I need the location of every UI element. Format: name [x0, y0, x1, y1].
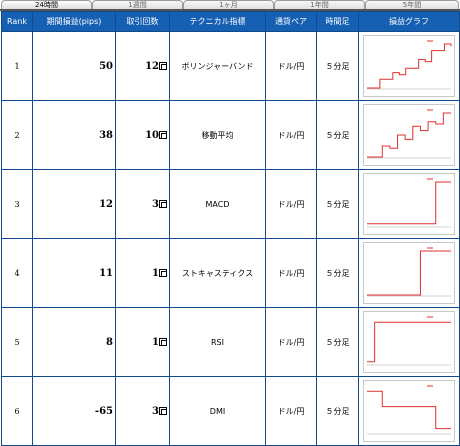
- timeframe-cell: ５分足: [316, 31, 359, 101]
- tab-underline: [0, 9, 460, 11]
- trades-cell: 10: [115, 100, 170, 170]
- trades-value: 1: [152, 336, 159, 348]
- profit-graph: [363, 242, 455, 304]
- profit-graph-cell[interactable]: [358, 31, 460, 101]
- table-row: 1 50 12 ボリンジャーバンド ドル/円 ５分足: [1, 31, 460, 101]
- trades-cell: 3: [115, 376, 170, 446]
- pair-cell: ドル/円: [265, 238, 317, 308]
- profit-graph: [363, 311, 455, 373]
- timeframe-cell: ５分足: [316, 100, 359, 170]
- pair-cell: ドル/円: [265, 307, 317, 377]
- count-unit-icon: [159, 199, 167, 208]
- profit-graph-cell[interactable]: [358, 169, 460, 239]
- indicator-cell[interactable]: RSI: [169, 307, 266, 377]
- rank-cell: 5: [1, 307, 33, 377]
- profit-graph: [363, 380, 455, 442]
- trades-value: 12: [145, 60, 159, 72]
- header-pips: 期間損益(pips): [32, 11, 116, 32]
- profit-graph-cell[interactable]: [358, 376, 460, 446]
- tab-1month[interactable]: 1ヶ月: [183, 0, 274, 10]
- pips-cell: 8: [32, 307, 116, 377]
- graph-frame: [363, 311, 455, 373]
- pips-cell: 50: [32, 31, 116, 101]
- rank-cell: 1: [1, 31, 33, 101]
- count-unit-icon: [159, 337, 167, 346]
- profit-graph-cell[interactable]: [358, 238, 460, 308]
- profit-graph: [363, 35, 455, 97]
- graph-frame: [363, 104, 455, 166]
- rank-cell: 2: [1, 100, 33, 170]
- tab-5years[interactable]: 5年間: [365, 0, 459, 10]
- indicator-cell[interactable]: MACD: [169, 169, 266, 239]
- pair-cell: ドル/円: [265, 31, 317, 101]
- timeframe-cell: ５分足: [316, 238, 359, 308]
- pips-cell: -65: [32, 376, 116, 446]
- graph-frame: [363, 173, 455, 235]
- indicator-cell[interactable]: DMI: [169, 376, 266, 446]
- pips-cell: 11: [32, 238, 116, 308]
- indicator-cell[interactable]: ストキャスティクス: [169, 238, 266, 308]
- tab-1week[interactable]: 1週間: [92, 0, 183, 10]
- pair-cell: ドル/円: [265, 376, 317, 446]
- profit-graph: [363, 104, 455, 166]
- count-unit-icon: [159, 61, 167, 70]
- graph-line: [367, 181, 451, 225]
- graph-frame: [363, 380, 455, 442]
- timeframe-cell: ５分足: [316, 169, 359, 239]
- header-indicator: テクニカル指標: [169, 11, 266, 32]
- count-unit-icon: [159, 406, 167, 415]
- graph-line: [367, 250, 451, 296]
- header-graph: 損益グラフ: [358, 11, 460, 32]
- trades-cell: 1: [115, 307, 170, 377]
- header-rank: Rank: [1, 11, 33, 32]
- profit-graph-cell[interactable]: [358, 100, 460, 170]
- trades-value: 3: [152, 405, 159, 417]
- tab-24h[interactable]: 24時間: [1, 0, 92, 10]
- trades-cell: 12: [115, 31, 170, 101]
- graph-line: [367, 321, 451, 363]
- table-row: 2 38 10 移動平均 ドル/円 ５分足: [1, 100, 460, 170]
- table-row: 3 12 3 MACD ドル/円 ５分足: [1, 169, 460, 239]
- period-tabs: 24時間 1週間 1ヶ月 1年間 5年間: [0, 0, 460, 11]
- trades-value: 3: [152, 198, 159, 210]
- header-pair: 通貨ペア: [265, 11, 317, 32]
- graph-frame: [363, 242, 455, 304]
- table-header-row: Rank 期間損益(pips) 取引回数 テクニカル指標 通貨ペア 時間足 損益…: [1, 11, 460, 32]
- pips-cell: 38: [32, 100, 116, 170]
- rank-cell: 3: [1, 169, 33, 239]
- profit-graph-cell[interactable]: [358, 307, 460, 377]
- ranking-table: Rank 期間損益(pips) 取引回数 テクニカル指標 通貨ペア 時間足 損益…: [1, 11, 460, 446]
- count-unit-icon: [159, 268, 167, 277]
- graph-line: [367, 43, 452, 89]
- rank-cell: 4: [1, 238, 33, 308]
- header-trades: 取引回数: [115, 11, 170, 32]
- trades-cell: 3: [115, 169, 170, 239]
- table-row: 6 -65 3 DMI ドル/円 ５分足: [1, 376, 460, 446]
- graph-line: [367, 112, 451, 158]
- indicator-cell[interactable]: 移動平均: [169, 100, 266, 170]
- indicator-cell[interactable]: ボリンジャーバンド: [169, 31, 266, 101]
- trades-value: 10: [145, 129, 159, 141]
- pair-cell: ドル/円: [265, 100, 317, 170]
- table-row: 5 8 1 RSI ドル/円 ５分足: [1, 307, 460, 377]
- profit-graph: [363, 173, 455, 235]
- timeframe-cell: ５分足: [316, 376, 359, 446]
- pips-cell: 12: [32, 169, 116, 239]
- graph-frame: [363, 35, 455, 97]
- timeframe-cell: ５分足: [316, 307, 359, 377]
- table-row: 4 11 1 ストキャスティクス ドル/円 ５分足: [1, 238, 460, 308]
- graph-line: [367, 390, 451, 430]
- tab-1year[interactable]: 1年間: [274, 0, 365, 10]
- header-timeframe: 時間足: [316, 11, 359, 32]
- rank-cell: 6: [1, 376, 33, 446]
- trades-cell: 1: [115, 238, 170, 308]
- trades-value: 1: [152, 267, 159, 279]
- count-unit-icon: [159, 130, 167, 139]
- pair-cell: ドル/円: [265, 169, 317, 239]
